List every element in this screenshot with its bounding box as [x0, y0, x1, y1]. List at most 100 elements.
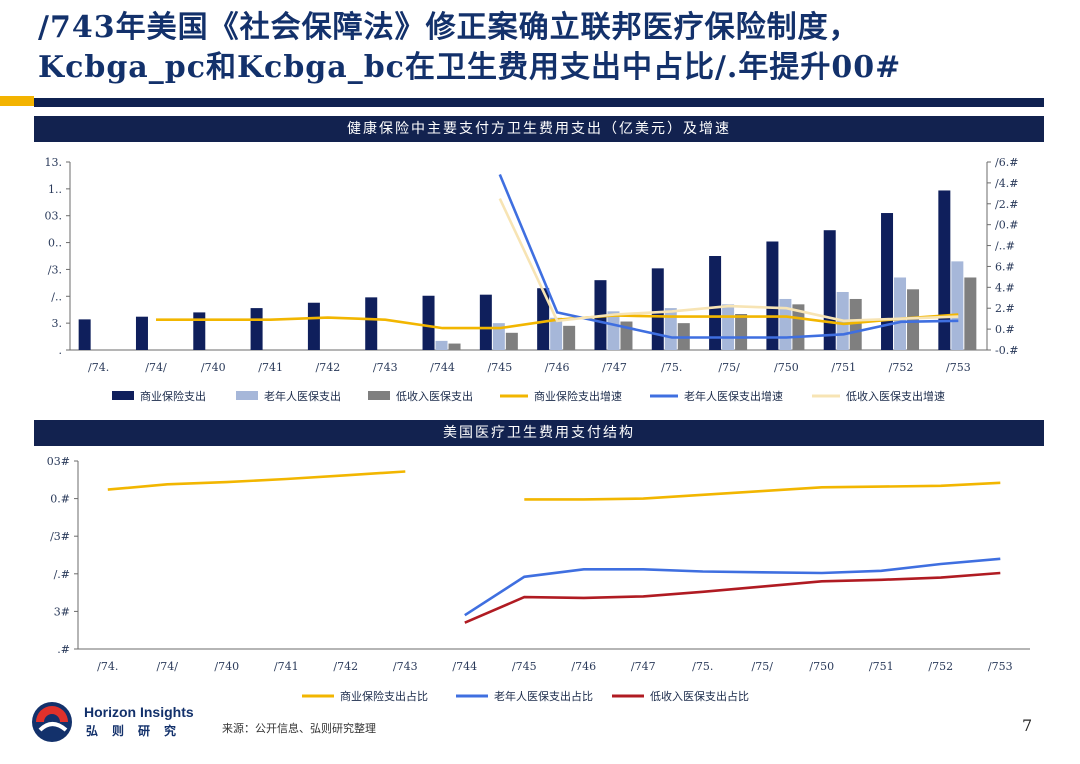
chart2-x-tick-label: /753 — [988, 660, 1013, 673]
chart1-right-tick-label: /4.# — [995, 177, 1018, 190]
chart2-line-1 — [107, 470, 1001, 501]
chart1-bar — [422, 295, 435, 350]
chart1-left-tick-label: 13. — [45, 156, 63, 169]
source-note: 来源：公开信息、弘则研究整理 — [222, 722, 376, 735]
chart1-x-tick-label: /751 — [831, 361, 856, 374]
title-rule-accent — [0, 96, 34, 106]
chart2-y-tick-label: 0.# — [50, 493, 70, 506]
chart1-legend-label: 老年人医保支出增速 — [684, 389, 783, 403]
chart1-left-tick-label: 0.. — [48, 237, 62, 250]
chart1-line-2 — [498, 174, 959, 339]
chart1-bar — [951, 261, 964, 350]
chart1-bar — [938, 190, 951, 350]
chart2-y-tick-label: /.# — [54, 568, 70, 581]
chart1-bar — [722, 304, 735, 350]
chart1-x-tick-label: /741 — [258, 361, 283, 374]
chart1-legend-label: 低收入医保支出增速 — [846, 389, 945, 403]
chart1-bar — [894, 277, 907, 350]
chart2-legend-label: 老年人医保支出占比 — [494, 689, 593, 703]
chart1-bar — [448, 343, 461, 350]
chart2-line-3 — [464, 571, 1001, 624]
logo-name: Horizon Insights — [84, 704, 194, 720]
chart2-y-tick-label: 3# — [54, 605, 70, 618]
chart1-left-tick-label: /3. — [48, 263, 62, 276]
chart1-x-tick-label: /744 — [430, 361, 455, 374]
chart1-left-tick-label: 3. — [52, 317, 63, 330]
chart1-bar — [250, 308, 263, 350]
chart2-x-tick-label: /747 — [631, 660, 656, 673]
chart1-bar — [792, 304, 805, 350]
chart2-title: 美国医疗卫生费用支付结构 — [34, 420, 1044, 446]
chart1-x-tick-label: /753 — [946, 361, 971, 374]
chart2-x-tick-label: /745 — [512, 660, 537, 673]
chart1-legend-label: 商业保险支出 — [140, 389, 206, 403]
chart1-right-tick-label: 2.# — [995, 302, 1015, 315]
chart1-bar — [193, 312, 206, 350]
chart1-x-tick-label: /74. — [88, 361, 109, 374]
chart1-bar — [964, 277, 977, 350]
chart1-bar — [492, 323, 505, 350]
chart1-bar — [505, 332, 518, 350]
chart1-x-tick-label: /743 — [373, 361, 398, 374]
logo-cn: 弘则研究 — [86, 724, 191, 738]
page-title: /743年美国《社会保障法》修正案确立联邦医疗保险制度， Kcbga_pc和Kc… — [38, 8, 1048, 88]
chart1-x-tick-label: /740 — [201, 361, 226, 374]
page-number: 7 — [1022, 716, 1033, 735]
chart1-left-tick-label: . — [59, 344, 63, 357]
chart1-x-tick-label: /752 — [889, 361, 914, 374]
chart1-line-3 — [498, 198, 959, 323]
chart1-x-tick-label: /75/ — [718, 361, 740, 374]
chart1-bar — [365, 297, 378, 350]
chart1-bar — [135, 316, 148, 350]
chart1-bar — [550, 317, 563, 350]
chart1-right-tick-label: /..# — [995, 240, 1015, 253]
chart1-legend-label: 老年人医保支出 — [264, 389, 341, 403]
chart2-x-tick-label: /744 — [452, 660, 477, 673]
chart1-right-tick-label: -0.# — [995, 344, 1018, 357]
chart1-right-tick-label: /2.# — [995, 198, 1018, 211]
chart1-bar — [823, 230, 836, 350]
chart1-left-tick-label: 1.. — [48, 183, 62, 196]
chart2-legend-label: 低收入医保支出占比 — [650, 689, 749, 703]
chart2-x-tick-label: /75/ — [752, 660, 774, 673]
chart2-x-tick-label: /752 — [928, 660, 953, 673]
title-line-2: Kcbga_pc和Kcbga_bc在卫生费用支出中占比/.年提升00# — [38, 50, 902, 85]
chart1-bar — [779, 298, 792, 350]
chart1-right-tick-label: 0.# — [995, 323, 1015, 336]
chart1-legend-swatch — [368, 391, 390, 400]
chart1-bar — [907, 289, 920, 350]
chart1-bar — [607, 311, 620, 350]
company-logo: Horizon Insights 弘则研究 — [30, 700, 220, 746]
chart1-x-tick-label: /74/ — [145, 361, 167, 374]
chart2-x-tick-label: /740 — [214, 660, 239, 673]
chart1-right-tick-label: /6.# — [995, 156, 1018, 169]
chart1-left-tick-label: 03. — [45, 210, 63, 223]
chart2-x-tick-label: /742 — [333, 660, 358, 673]
chart1-bar — [849, 298, 862, 350]
chart1-bar — [479, 294, 492, 350]
chart2-x-tick-label: /746 — [571, 660, 596, 673]
chart2-x-tick-label: /750 — [809, 660, 834, 673]
chart1-right-tick-label: 4.# — [995, 281, 1015, 294]
chart1-left-tick-label: /.. — [51, 290, 62, 303]
chart1-x-tick-label: /750 — [774, 361, 799, 374]
chart1-bar — [307, 302, 320, 350]
chart1-right-tick-label: 6.# — [995, 260, 1015, 273]
logo-mark-icon — [32, 702, 72, 742]
chart1-legend-label: 低收入医保支出 — [396, 389, 473, 403]
chart1-bar — [78, 319, 91, 350]
chart1-bar — [735, 314, 748, 350]
chart2-x-tick-label: /74. — [97, 660, 118, 673]
chart1-title: 健康保险中主要支付方卫生费用支出（亿美元）及增速 — [34, 116, 1044, 142]
chart2-y-tick-label: /3# — [50, 530, 70, 543]
chart2-y-tick-label: .# — [57, 643, 70, 656]
chart1-legend-label: 商业保险支出增速 — [534, 389, 622, 403]
chart1-right-tick-label: /0.# — [995, 219, 1018, 232]
chart1-legend-swatch — [236, 391, 258, 400]
chart1-x-tick-label: /747 — [602, 361, 627, 374]
chart2-x-tick-label: /74/ — [157, 660, 179, 673]
title-line-1: /743年美国《社会保障法》修正案确立联邦医疗保险制度， — [38, 10, 860, 45]
chart1-x-tick-label: /746 — [545, 361, 570, 374]
chart2-x-tick-label: /743 — [393, 660, 418, 673]
